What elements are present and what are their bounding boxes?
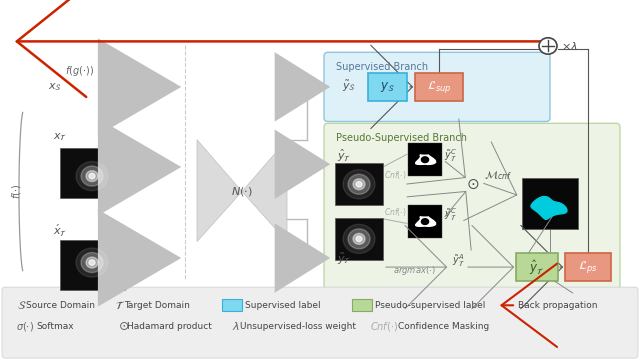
- Text: $x_\mathcal{S}$: $x_\mathcal{S}$: [48, 81, 62, 93]
- Text: $\lambda$: $\lambda$: [232, 320, 240, 332]
- Text: $\hat{y}_\mathcal{T}$: $\hat{y}_\mathcal{T}$: [529, 258, 545, 276]
- Circle shape: [348, 174, 370, 194]
- Text: $f(\cdot)$: $f(\cdot)$: [10, 184, 23, 199]
- Text: $\tilde{y}_\mathcal{T}^C$: $\tilde{y}_\mathcal{T}^C$: [444, 206, 457, 223]
- Text: $Cnf(\cdot)$: $Cnf(\cdot)$: [384, 206, 406, 218]
- Text: $\hat{y}_\mathcal{T}$: $\hat{y}_\mathcal{T}$: [337, 148, 351, 164]
- FancyBboxPatch shape: [324, 123, 620, 290]
- Text: $\sigma(\cdot)$: $\sigma(\cdot)$: [291, 75, 307, 87]
- Circle shape: [343, 224, 375, 253]
- Circle shape: [86, 171, 98, 182]
- Text: Source Domain: Source Domain: [26, 301, 95, 310]
- Text: $y_\mathcal{S}$: $y_\mathcal{S}$: [380, 80, 394, 94]
- Polygon shape: [416, 155, 436, 164]
- FancyBboxPatch shape: [522, 178, 578, 229]
- FancyBboxPatch shape: [415, 73, 463, 101]
- FancyBboxPatch shape: [516, 253, 558, 281]
- FancyBboxPatch shape: [60, 148, 125, 198]
- FancyBboxPatch shape: [368, 73, 407, 101]
- Circle shape: [356, 182, 362, 187]
- Text: Pseudo-Supervised Branch: Pseudo-Supervised Branch: [336, 133, 467, 143]
- Text: $\tilde{y}_\mathcal{T}^C$: $\tilde{y}_\mathcal{T}^C$: [444, 148, 457, 164]
- Circle shape: [89, 173, 95, 179]
- Text: $argmax(\cdot)$: $argmax(\cdot)$: [393, 264, 436, 277]
- Text: $Cnf(\cdot)$: $Cnf(\cdot)$: [384, 169, 406, 181]
- Polygon shape: [242, 140, 287, 242]
- Text: $\mathcal{L}_{sup}$: $\mathcal{L}_{sup}$: [427, 79, 451, 95]
- Text: $Cnf(\cdot)$: $Cnf(\cdot)$: [370, 320, 398, 333]
- FancyBboxPatch shape: [408, 205, 442, 238]
- Text: Unsupervised-loss weight: Unsupervised-loss weight: [240, 322, 356, 331]
- Circle shape: [353, 179, 365, 190]
- Text: Softmax: Softmax: [36, 322, 74, 331]
- Text: Confidence Masking: Confidence Masking: [398, 322, 489, 331]
- Circle shape: [343, 170, 375, 199]
- Text: $x_\mathcal{T}$: $x_\mathcal{T}$: [53, 131, 68, 143]
- Text: $N(\cdot)$: $N(\cdot)$: [231, 185, 253, 198]
- FancyBboxPatch shape: [565, 253, 611, 281]
- Text: $\mathcal{M}_{cnf}$: $\mathcal{M}_{cnf}$: [484, 170, 512, 182]
- Polygon shape: [531, 196, 567, 219]
- Polygon shape: [416, 217, 436, 226]
- Text: Target Domain: Target Domain: [124, 301, 190, 310]
- Text: $\times\lambda$: $\times\lambda$: [561, 40, 578, 52]
- Text: $\tilde{y}_\mathcal{S}$: $\tilde{y}_\mathcal{S}$: [342, 79, 356, 94]
- Circle shape: [539, 38, 557, 54]
- Circle shape: [89, 260, 95, 265]
- Text: $\tilde{y}_\mathcal{T}^A$: $\tilde{y}_\mathcal{T}^A$: [452, 252, 465, 269]
- Text: $\odot$: $\odot$: [118, 320, 129, 333]
- Polygon shape: [421, 157, 429, 163]
- Text: $\acute{x}_\mathcal{T}$: $\acute{x}_\mathcal{T}$: [53, 223, 68, 239]
- Polygon shape: [421, 219, 429, 224]
- Text: Pseudo-supervised label: Pseudo-supervised label: [375, 301, 485, 310]
- Text: Supervised label: Supervised label: [245, 301, 321, 310]
- Text: $\sigma(\cdot)$: $\sigma(\cdot)$: [291, 152, 307, 164]
- Text: $\mathcal{S}$: $\mathcal{S}$: [17, 299, 26, 311]
- Circle shape: [81, 252, 103, 272]
- Circle shape: [356, 236, 362, 242]
- Text: Supervised Branch: Supervised Branch: [336, 62, 428, 72]
- Text: Hadamard product: Hadamard product: [127, 322, 212, 331]
- Text: $\sigma(\cdot)$: $\sigma(\cdot)$: [291, 246, 307, 258]
- Text: $\mathcal{L}_{ps}$: $\mathcal{L}_{ps}$: [578, 259, 598, 275]
- Text: $\mathcal{T}$: $\mathcal{T}$: [115, 299, 125, 311]
- Text: $\sigma(\cdot)$: $\sigma(\cdot)$: [16, 320, 34, 333]
- FancyBboxPatch shape: [60, 240, 125, 290]
- Circle shape: [81, 166, 103, 186]
- FancyBboxPatch shape: [335, 163, 383, 205]
- Polygon shape: [197, 140, 242, 242]
- FancyBboxPatch shape: [335, 218, 383, 260]
- FancyBboxPatch shape: [408, 143, 442, 176]
- Circle shape: [76, 162, 108, 191]
- Circle shape: [353, 233, 365, 244]
- FancyBboxPatch shape: [324, 52, 550, 121]
- Circle shape: [86, 257, 98, 268]
- Text: Back propagation: Back propagation: [518, 301, 598, 310]
- Circle shape: [76, 248, 108, 277]
- Text: $f(g(\cdot))$: $f(g(\cdot))$: [65, 64, 94, 78]
- FancyBboxPatch shape: [352, 299, 372, 311]
- Text: $\odot$: $\odot$: [467, 177, 480, 192]
- Circle shape: [348, 229, 370, 249]
- FancyBboxPatch shape: [222, 299, 242, 311]
- Text: $\tilde{y}_\mathcal{T}$: $\tilde{y}_\mathcal{T}$: [337, 252, 351, 267]
- FancyBboxPatch shape: [2, 287, 638, 358]
